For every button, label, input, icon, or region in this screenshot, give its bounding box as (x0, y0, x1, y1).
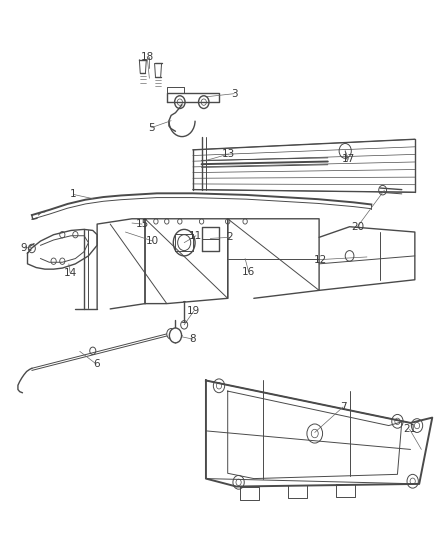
Text: 20: 20 (351, 222, 364, 232)
Text: 3: 3 (231, 88, 237, 99)
Circle shape (170, 328, 182, 343)
Text: 13: 13 (222, 149, 235, 159)
Text: 21: 21 (403, 424, 416, 434)
Text: 9: 9 (21, 243, 27, 253)
Text: 12: 12 (313, 255, 327, 264)
Text: 16: 16 (242, 267, 255, 277)
Text: 10: 10 (146, 236, 159, 246)
Text: 1: 1 (70, 189, 77, 199)
Text: 19: 19 (187, 306, 200, 316)
Text: 7: 7 (340, 402, 346, 412)
Text: 2: 2 (226, 232, 233, 243)
Text: 6: 6 (93, 359, 99, 369)
Circle shape (167, 328, 176, 339)
Text: 11: 11 (189, 231, 202, 241)
Text: 18: 18 (141, 52, 154, 61)
Text: 15: 15 (135, 219, 148, 229)
Text: 14: 14 (64, 268, 77, 278)
Text: 8: 8 (190, 334, 196, 344)
Text: 17: 17 (342, 155, 355, 164)
Text: 5: 5 (148, 123, 155, 133)
